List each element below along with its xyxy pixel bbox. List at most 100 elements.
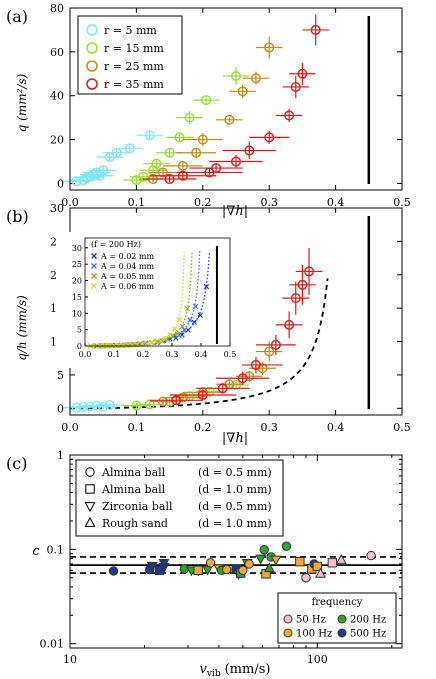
panel-b: (b) q/h (mm/s) |∇h| 0.0 0.1 0.2 0.3 0.4 0.5 0 5… (6, 202, 411, 446)
inset-ytick-label: 0 (77, 342, 82, 351)
c-frequency-legend-marker (283, 614, 293, 624)
data-point (157, 167, 168, 178)
data-point (250, 73, 261, 84)
inset-data-point (148, 340, 155, 346)
a-xtick-label: 0.1 (128, 196, 146, 209)
c-shape-legend-detail: (d = 0.5 mm) (198, 500, 272, 513)
inset-legend-marker (91, 283, 97, 289)
data-point (78, 401, 89, 412)
data-point (264, 132, 275, 143)
data-point (230, 156, 241, 167)
data-point (270, 339, 281, 350)
inset-ytick-label: 30 (72, 244, 82, 253)
data-point (217, 383, 228, 394)
data-point (197, 134, 208, 145)
b-xtick-label: 0.5 (393, 421, 411, 434)
c-data-point (238, 565, 248, 575)
b-xtick-label: 0.1 (128, 421, 146, 434)
c-frequency-legend-title: frequency (312, 597, 363, 608)
data-point (224, 114, 235, 125)
inset-frame (84, 237, 231, 347)
c-shape-legend-label: Almina ball (101, 466, 166, 479)
data-point (91, 400, 102, 411)
data-point (177, 392, 188, 403)
inset-data-point (203, 283, 210, 290)
a-series-r5 (63, 130, 163, 187)
data-point (124, 143, 135, 154)
b-xtick-label: 0.0 (61, 421, 79, 434)
legend-label: r = 15 mm (104, 42, 164, 55)
c-data-point (335, 553, 347, 564)
c-data-point (301, 573, 311, 583)
data-point (151, 158, 162, 169)
panel-c-xlabel: vvib (mm/s) (200, 662, 271, 679)
panel-b-label: (b) (6, 207, 29, 226)
data-point (297, 68, 308, 79)
c-frequency-legend-marker (283, 628, 293, 638)
inset-title: (f = 200 Hz) (91, 240, 141, 249)
data-point (138, 171, 149, 182)
c-data-point (221, 564, 232, 575)
panel-a: (a) q (mm²/s) |∇h| 0.0 0.1 0.2 0.3 0.4 0.5 0 20… (6, 2, 411, 219)
legend-marker (86, 24, 98, 36)
a-ytick-label: 80 (50, 2, 64, 15)
inset-data-point (139, 341, 145, 347)
data-point (264, 42, 275, 53)
inset-ytick-label: 20 (72, 277, 82, 286)
data-point (91, 167, 102, 178)
c-xtick-label: 10 (63, 653, 77, 666)
c-shape-legend-detail: (d = 0.5 mm) (198, 466, 272, 479)
inset-data-point (187, 317, 193, 323)
c-shape-legend-marker (84, 502, 96, 513)
panel-a-label: (a) (6, 7, 28, 26)
inset-data-point (172, 325, 178, 332)
data-point (297, 279, 308, 290)
data-point (144, 130, 155, 141)
data-point (177, 170, 188, 181)
data-point (197, 389, 208, 400)
data-point (104, 399, 115, 410)
panel-c-shape-legend: Almina ball (d = 0.5 mm) Almina ball (d = 1… (75, 459, 284, 537)
inset-legend-label: A = 0.06 mm (100, 282, 155, 291)
inset-legend-marker (91, 263, 97, 269)
inset-data-point (120, 342, 127, 348)
inset-ytick-label: 10 (72, 309, 82, 318)
inset-data-point (158, 338, 164, 344)
data-point (84, 401, 95, 412)
c-data-point (270, 555, 282, 566)
c-data-point (205, 558, 216, 568)
data-point (98, 165, 109, 176)
inset-data-point (174, 331, 180, 337)
c-frequency-legend-label: 500 Hz (350, 629, 386, 640)
a-ytick-label: 0 (57, 177, 64, 190)
a-xtick-label: 0.3 (260, 196, 278, 209)
panel-c-frequency-legend: frequency 50 Hz 200 Hz 100 Hz 500 Hz (277, 592, 397, 644)
data-point (244, 371, 255, 382)
data-point (250, 359, 261, 370)
data-point (290, 81, 301, 92)
inset-ytick-label: 15 (72, 293, 82, 302)
c-data-point (193, 565, 203, 575)
inset-legend-label: A = 0.02 mm (100, 252, 155, 261)
inset-data-point (181, 327, 188, 333)
data-point (71, 402, 82, 413)
c-shape-legend-box (75, 459, 284, 537)
inset-xtick-label: 0.2 (137, 350, 150, 359)
c-shape-legend-label: Zirconia ball (102, 500, 173, 513)
a-ytick-label: 20 (50, 134, 64, 147)
data-point (230, 379, 241, 390)
c-data-point (281, 541, 292, 551)
inset-legend-marker (91, 273, 97, 279)
data-point (171, 395, 182, 406)
inset-data-point (167, 332, 173, 338)
data-point (304, 266, 315, 277)
inset-legend-label: A = 0.05 mm (100, 272, 155, 281)
panel-a-legend: r = 5 mm r = 15 mm r = 25 mm r = 35 mm (77, 15, 183, 95)
c-frequency-legend-label: 200 Hz (350, 615, 386, 626)
c-frequency-legend-marker (337, 628, 347, 638)
a-ytick-label: 60 (50, 46, 64, 59)
inset-xtick-label: 0.4 (195, 350, 208, 359)
data-point (237, 373, 248, 384)
inset-data-point (197, 312, 203, 318)
